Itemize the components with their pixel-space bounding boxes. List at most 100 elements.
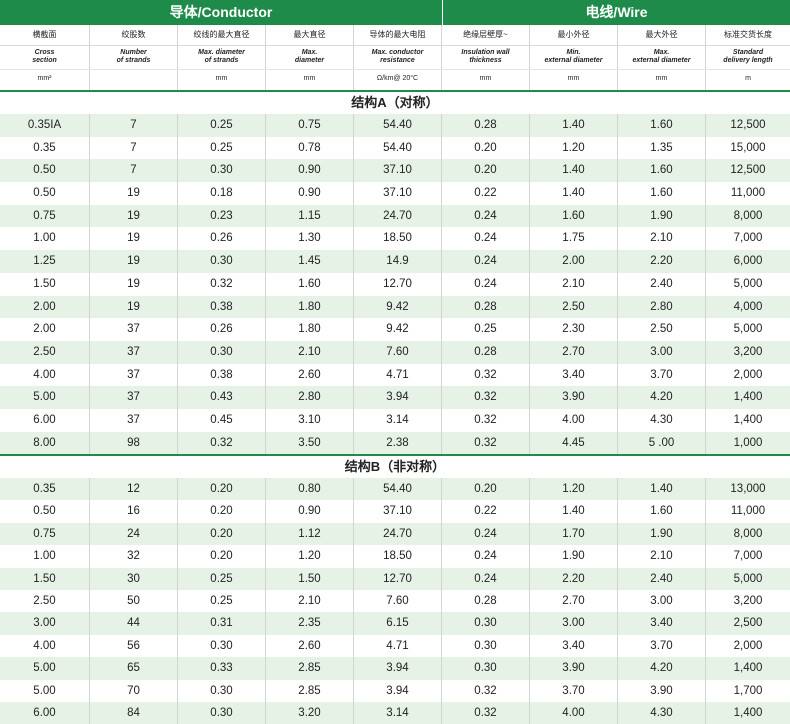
table-cell: 0.30 — [178, 701, 266, 724]
table-cell: 37 — [90, 363, 178, 387]
table-cell: 2.50 — [0, 340, 90, 364]
table-cell: 24 — [90, 522, 178, 546]
table-cell: 0.26 — [178, 227, 266, 251]
table-cell: 0.25 — [178, 567, 266, 590]
table-cell: 16 — [90, 500, 178, 523]
table-cell: 0.50 — [0, 159, 90, 183]
table-cell: 0.30 — [442, 657, 530, 680]
col-header-cn: 最大直径 — [266, 25, 354, 45]
table-cell: 0.24 — [442, 250, 530, 273]
table-cell: 5,000 — [733, 323, 763, 336]
table-cell: 4,000 — [733, 300, 763, 313]
table-cell: 0.28 — [442, 589, 530, 613]
table-cell: 2.00 — [530, 250, 618, 273]
table-cell: 2.00 — [0, 295, 90, 319]
table-cell: 2.60 — [266, 634, 354, 658]
table-cell: 2.50 — [618, 318, 706, 341]
table-cell: 1.60 — [530, 204, 618, 228]
table-cell: 2.10 — [266, 589, 354, 613]
table-cell: 18.50 — [354, 227, 442, 251]
table-cell: 37 — [90, 408, 178, 432]
col-header-en-line: Number — [120, 49, 147, 56]
table-cell: 0.30 — [178, 250, 266, 273]
col-header-en-line: Max. diameter — [198, 49, 245, 56]
table-cell: 2.40 — [618, 272, 706, 296]
table-cell: 0.20 — [442, 159, 530, 183]
table-cell: 0.30 — [178, 679, 266, 702]
table-cell: 1.40 — [618, 478, 706, 501]
col-header-en-line: external diameter — [632, 57, 691, 64]
table-cell: 1.50 — [0, 567, 90, 590]
table-row: 2.00 19 0.38 1.80 9.42 0.28 2.50 2.80 4,000 — [0, 295, 790, 319]
table-cell: 19 — [90, 250, 178, 273]
table-cell: 2.10 — [266, 340, 354, 364]
table-cell: 0.22 — [442, 500, 530, 523]
table-cell: 2.70 — [530, 340, 618, 364]
table-cell: 7 — [90, 136, 178, 160]
table-cell: 0.30 — [178, 340, 266, 364]
col-header-en-line: Max. — [301, 49, 318, 56]
table-cell: 2.85 — [266, 657, 354, 680]
table-cell: 7.60 — [354, 589, 442, 613]
table-cell: 1.35 — [618, 136, 706, 160]
group-header-row: 导体/Conductor 电线/Wire — [0, 0, 790, 25]
table-cell: 6.00 — [0, 408, 90, 432]
table-cell: 2.20 — [618, 250, 706, 273]
table-cell: 2.30 — [530, 318, 618, 341]
table-cell: 3.10 — [266, 408, 354, 432]
table-cell: 8,000 — [733, 527, 763, 540]
table-cell: 1,400 — [733, 706, 763, 719]
table-cell: 0.25 — [178, 589, 266, 613]
table-cell: 0.24 — [442, 567, 530, 590]
table-cell: 0.20 — [178, 522, 266, 546]
table-cell: 0.50 — [0, 182, 90, 205]
section-title-structure-a: 结构A（对称） — [351, 95, 439, 110]
table-cell: 0.75 — [0, 522, 90, 546]
table-cell: 9.42 — [354, 318, 442, 341]
table-cell: 19 — [90, 204, 178, 228]
table-cell: 4.71 — [354, 363, 442, 387]
table-cell: 14.9 — [354, 250, 442, 273]
col-header-en: Number of strands — [90, 45, 178, 69]
table-row: 0.35 7 0.25 0.78 54.40 0.20 1.20 1.35 15,000 — [0, 136, 790, 160]
table-cell: 3.70 — [618, 634, 706, 658]
table-cell: 0.35IA — [0, 114, 90, 137]
table-cell: 1.80 — [266, 318, 354, 341]
table-cell: 4.00 — [0, 363, 90, 387]
col-header-en-line: diameter — [294, 57, 325, 64]
table-cell: 1.60 — [618, 159, 706, 183]
table-cell: 3.40 — [618, 612, 706, 635]
table-cell: 0.24 — [442, 204, 530, 228]
col-header-en-line: Max. conductor — [371, 49, 424, 56]
table-cell: 0.20 — [178, 545, 266, 568]
table-cell: 9.42 — [354, 295, 442, 319]
table-cell: 0.25 — [442, 318, 530, 341]
table-cell: 1.30 — [266, 227, 354, 251]
col-header-en-line: section — [32, 57, 57, 64]
table-cell: 0.33 — [178, 657, 266, 680]
table-cell: 0.18 — [178, 182, 266, 205]
table-row: 0.75 24 0.20 1.12 24.70 0.24 1.70 1.90 8,000 — [0, 522, 790, 546]
col-header-cn: 标准交货长度 — [724, 30, 772, 39]
table-cell: 2.10 — [618, 545, 706, 568]
table-cell: 1,400 — [733, 413, 763, 426]
table-cell: 0.31 — [178, 612, 266, 635]
table-cell: 30 — [90, 567, 178, 590]
col-header-en: Max. diameter of strands — [178, 45, 266, 69]
col-unit: m — [745, 75, 751, 82]
col-header-en-line: Standard — [732, 49, 764, 56]
table-cell: 4.20 — [618, 657, 706, 680]
col-unit: mm — [178, 70, 266, 91]
col-header-en: Min. external diameter — [530, 45, 618, 69]
table-cell: 0.50 — [0, 500, 90, 523]
table-cell: 1.60 — [618, 500, 706, 523]
table-cell: 3.20 — [266, 701, 354, 724]
table-cell: 0.20 — [442, 136, 530, 160]
table-cell: 11,000 — [730, 187, 766, 200]
table-cell: 0.75 — [266, 114, 354, 137]
table-cell: 32 — [90, 545, 178, 568]
table-cell: 70 — [90, 679, 178, 702]
table-cell: 0.32 — [442, 363, 530, 387]
table-cell: 3.00 — [618, 340, 706, 364]
table-cell: 2,000 — [733, 368, 763, 381]
